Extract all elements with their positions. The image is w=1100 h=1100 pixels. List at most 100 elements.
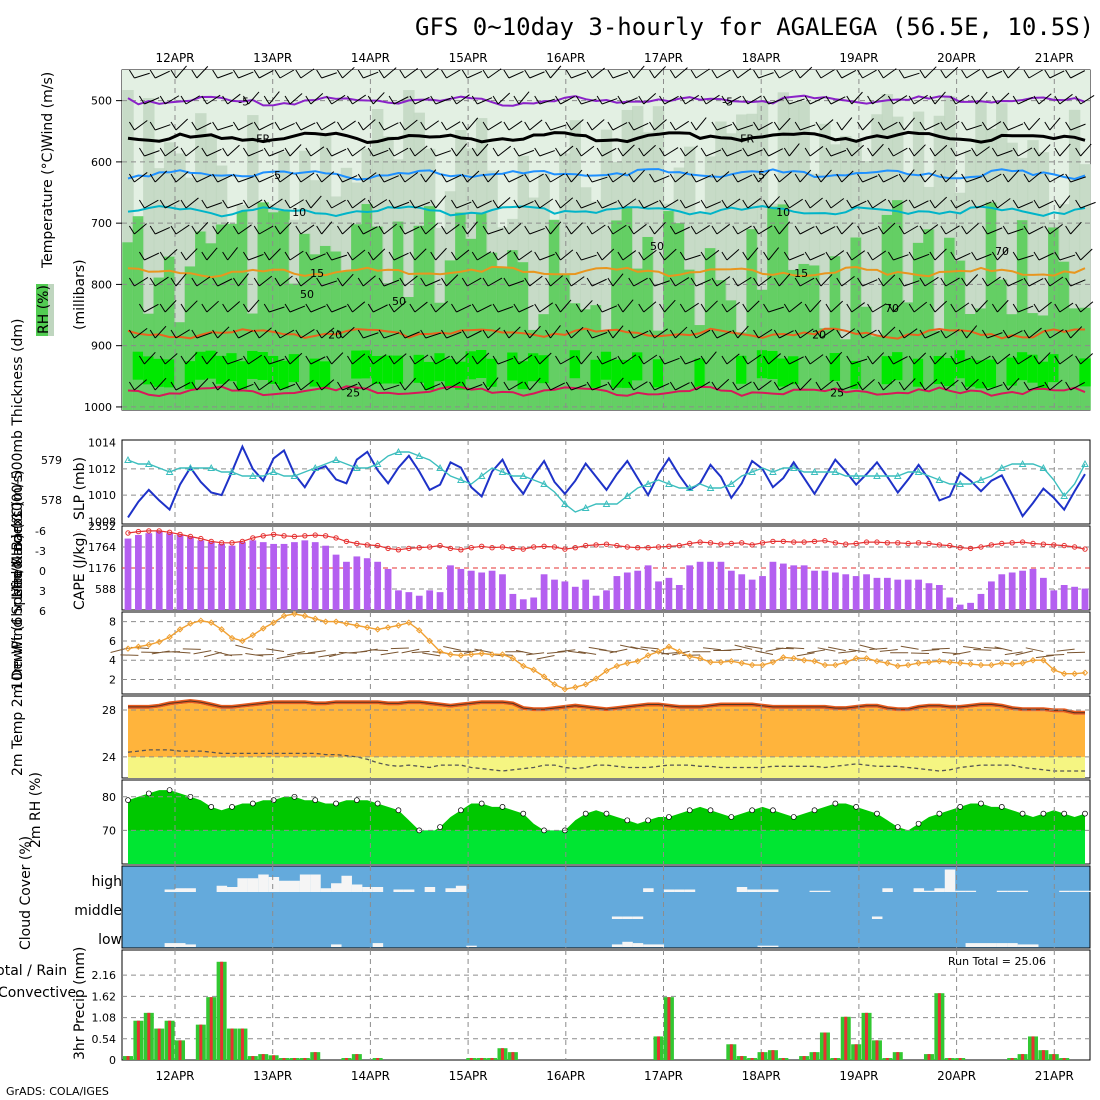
wind-barb [300, 172, 315, 183]
wind-barb [352, 301, 366, 313]
wind-barb-flag [669, 329, 676, 339]
wind-barb-flag [263, 147, 270, 157]
slp-tick-label: 1010 [88, 489, 116, 502]
wind-barb [643, 200, 659, 209]
wind-barb [269, 149, 285, 157]
wind-barb [674, 326, 688, 339]
wind10m-barb [973, 648, 992, 651]
wind-barb-flag [857, 69, 863, 79]
wind-barb [841, 222, 854, 235]
wind-barb-flag [513, 199, 520, 209]
wind-barb-flag [191, 225, 198, 235]
wind-barb-flag [815, 381, 822, 391]
wind-barb [997, 92, 1010, 105]
wind-barb-flag [1044, 277, 1051, 287]
wind-barb [362, 172, 377, 183]
slp-thickness-series [124, 444, 1089, 518]
wind-barb [758, 276, 772, 287]
wind-barb-flag [222, 199, 229, 209]
wind-barb [217, 72, 233, 79]
contour--5 [127, 94, 1086, 107]
wind-barb [414, 145, 428, 157]
wind-barb-flag [295, 225, 302, 235]
wind-barb [581, 98, 597, 105]
rh2m-marker [145, 790, 152, 797]
precip-convective-bar [958, 1058, 962, 1060]
rh2m-marker [1061, 810, 1068, 817]
wind-barb-flag [492, 303, 499, 313]
wind-barb [716, 171, 730, 183]
rh2m-marker [936, 810, 943, 817]
wind-barb [809, 146, 824, 157]
wind-barb [518, 304, 534, 313]
rh-band-dark [923, 229, 935, 410]
precip-convective-bar [823, 1032, 827, 1060]
wind-barb [612, 122, 628, 131]
wind-barb [414, 96, 430, 105]
wind-barb [924, 66, 937, 79]
wind-barb-flag [357, 173, 364, 183]
wind-barb-flag [430, 355, 437, 365]
rh-band-mid [1079, 164, 1091, 410]
wind-barb-flag [180, 199, 187, 209]
rh-band-bright [1079, 358, 1091, 387]
wind-tick-label: 8 [109, 616, 116, 629]
wind-barb [643, 354, 658, 365]
wind-barb [684, 145, 698, 157]
wind-barb [601, 148, 617, 157]
wind-barb-flag [159, 303, 166, 313]
wind-barb-flag [1023, 329, 1030, 339]
temp-grid [122, 696, 1090, 778]
wind-barb [248, 354, 263, 365]
cape-bar [946, 597, 954, 610]
wind-barb [321, 221, 333, 235]
rh-axis-label: RH (%) [36, 285, 52, 334]
wind-barb [289, 250, 304, 261]
bottom-date-label: 16APR [546, 1069, 585, 1083]
contour-label: 5 [274, 169, 281, 182]
wind-barb-flag [232, 69, 239, 79]
thickness-marker [831, 467, 840, 475]
cloud-bar-low [466, 945, 477, 947]
rh-band-mid [788, 102, 800, 411]
wind-barb [435, 301, 448, 313]
wind-barb [1049, 379, 1063, 391]
wind-barb-flag [295, 121, 302, 131]
wind-barb-flag [711, 121, 718, 131]
wind-barb-flag [357, 121, 364, 131]
cape-bar [811, 570, 818, 610]
wind-barb-flag [700, 95, 707, 105]
cape-bar [499, 574, 506, 610]
wind-barb [737, 68, 751, 79]
wind10m-barb [328, 651, 347, 658]
rh2m-marker [166, 787, 173, 793]
rh-band-dark [819, 328, 831, 410]
wind-barb [997, 247, 1009, 261]
precip-convective-bar [199, 1024, 203, 1060]
wind-barb-flag [700, 251, 707, 261]
cape-bar [686, 565, 694, 610]
rh-band-mid [1006, 142, 1018, 410]
wind-barb-flag [367, 303, 374, 313]
wind-barb-flag [669, 225, 676, 235]
rh-band-bright [143, 356, 155, 385]
wind-barb-flag [565, 69, 572, 79]
rh-band-dark [122, 242, 134, 410]
rh-band-dark [767, 206, 779, 410]
wind-barb-flag [274, 329, 281, 339]
wind-barb-flag [649, 329, 655, 339]
rh-band-dark [455, 212, 467, 410]
wind-barb [945, 379, 959, 391]
wind-barb-flag [503, 381, 510, 391]
rh-band-bright [850, 360, 862, 389]
wind-barb [508, 223, 522, 235]
wind-barb [654, 66, 666, 79]
wind-barb-flag [399, 225, 406, 235]
wind-barb [768, 306, 784, 313]
wind-barb [809, 354, 824, 365]
wind-barb-flag [617, 355, 624, 365]
cape-bar [124, 538, 132, 610]
wind-barb [373, 304, 388, 313]
wind-barb-flag [991, 199, 998, 209]
wind-barb [872, 93, 886, 105]
